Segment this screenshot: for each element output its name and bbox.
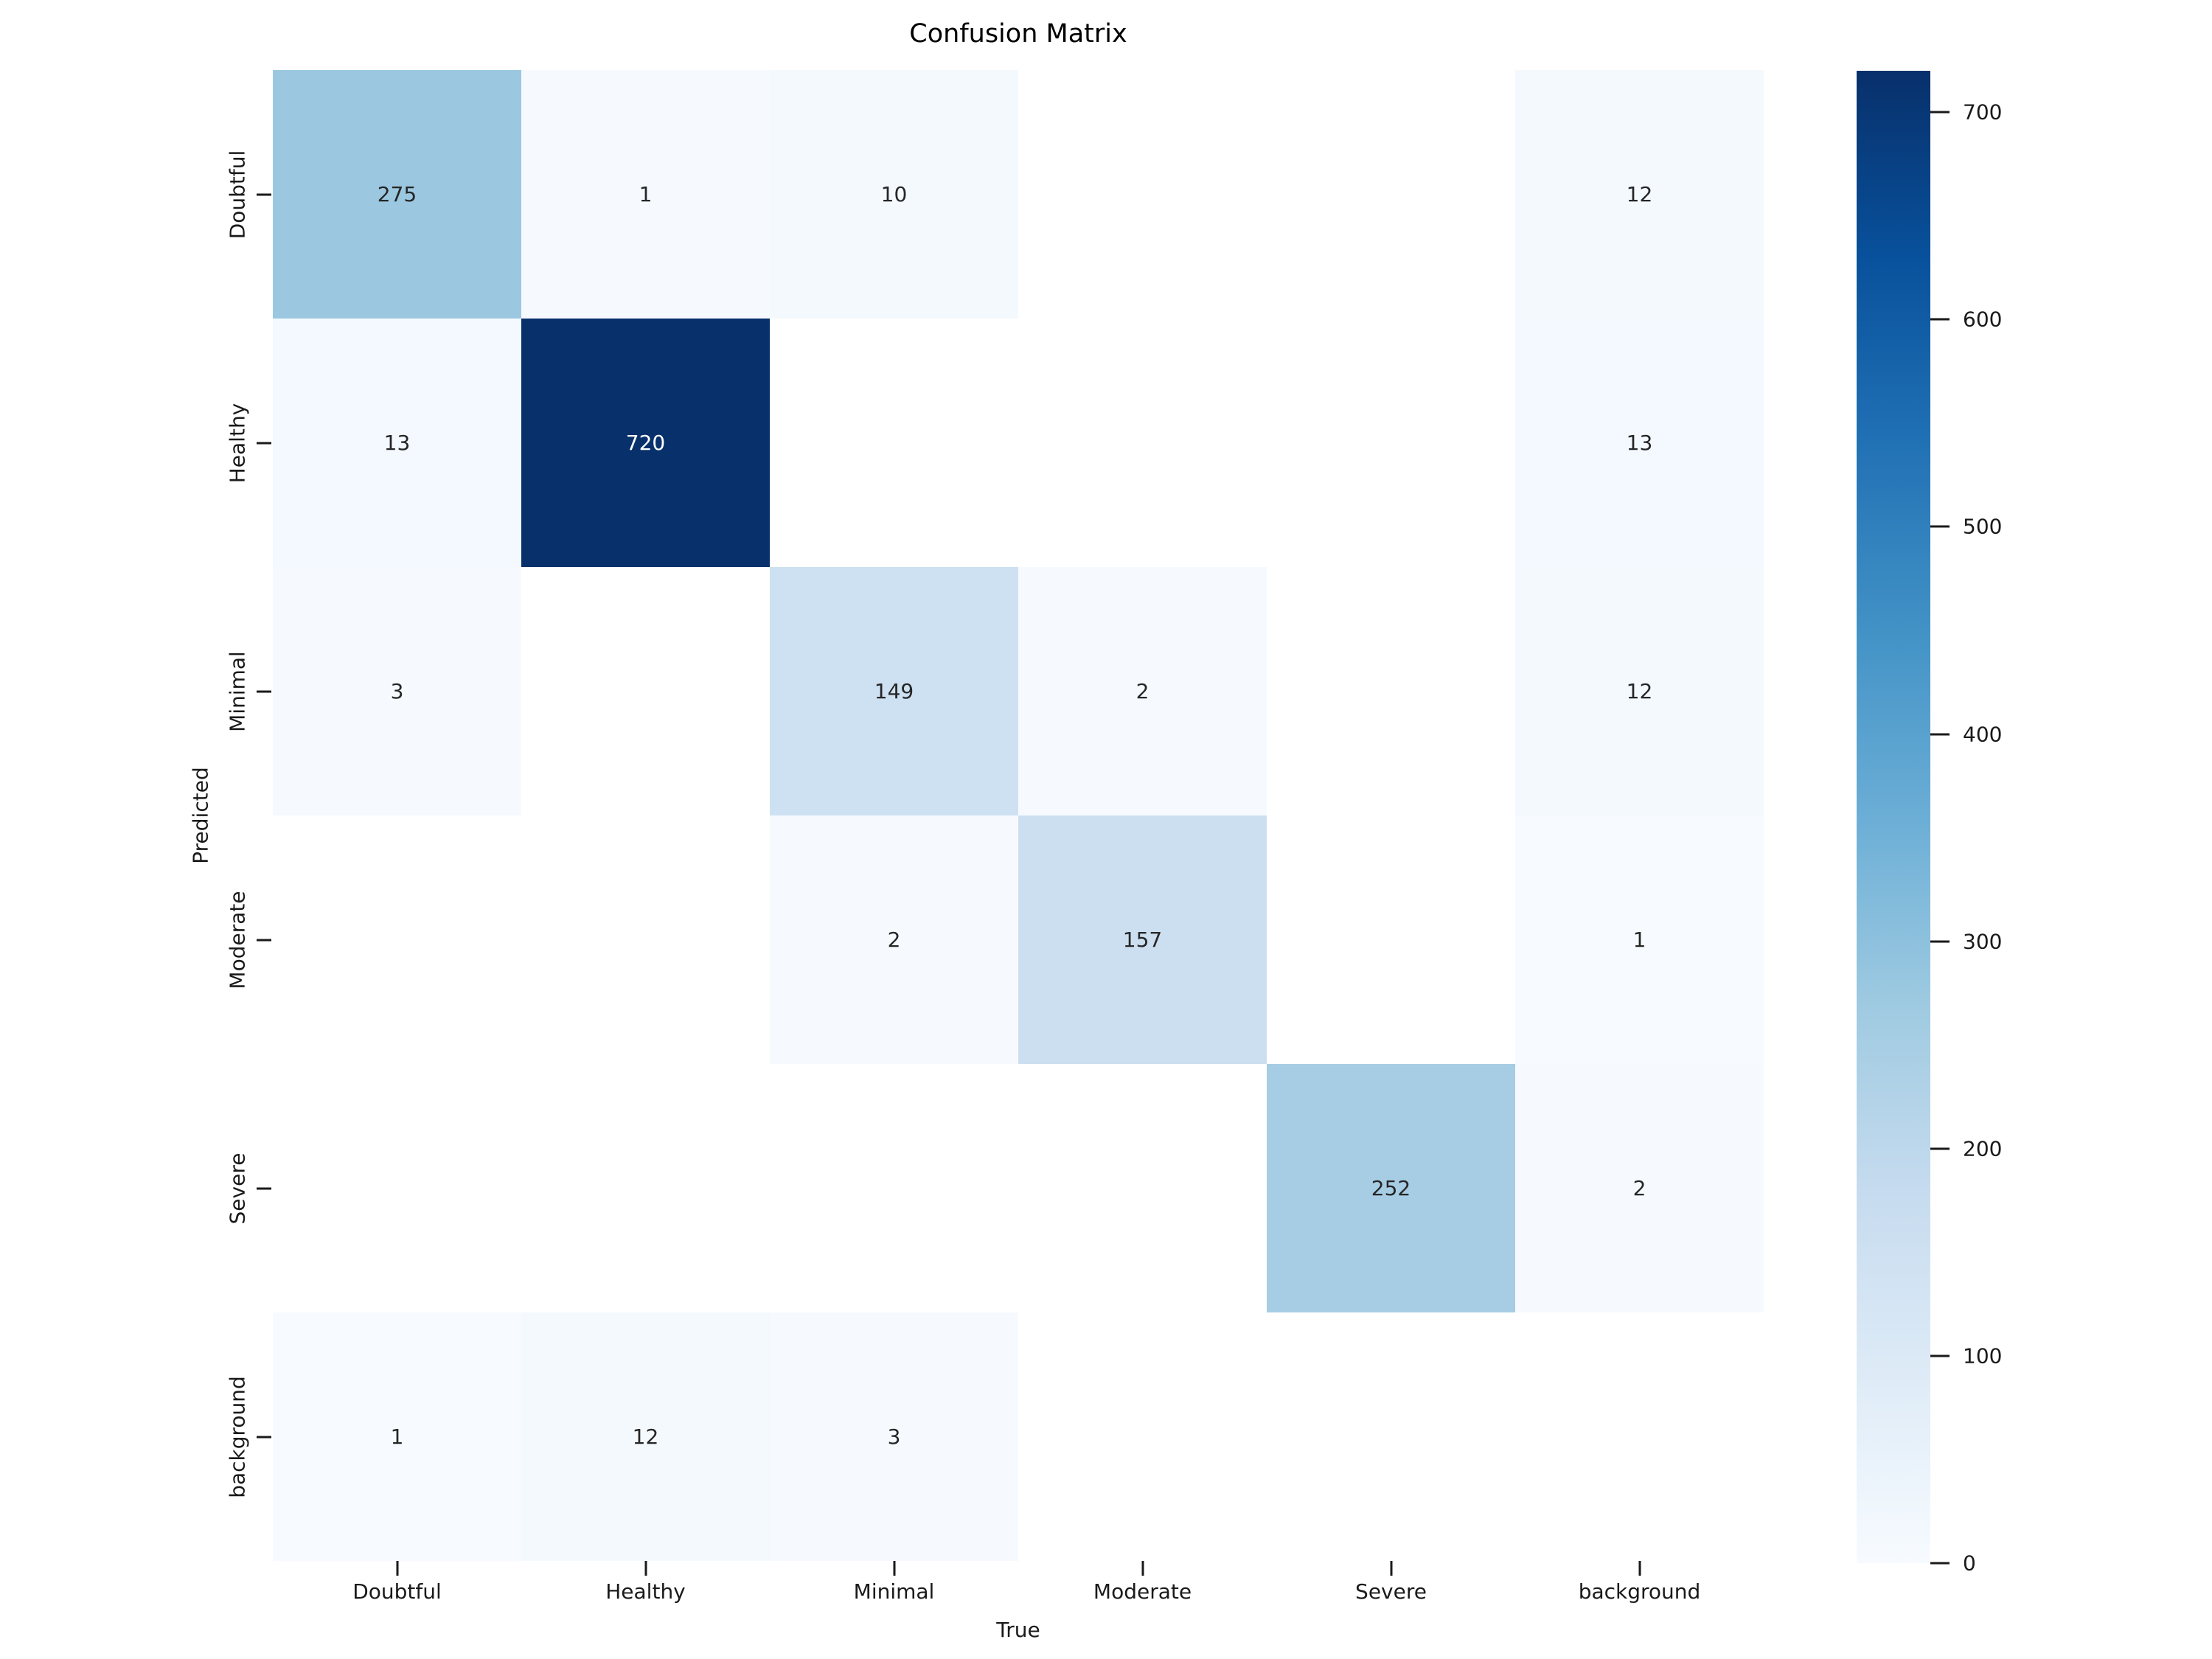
heatmap-cell: 13 xyxy=(1515,319,1764,567)
heatmap-cell xyxy=(1515,1312,1764,1561)
x-axis-tick-label: Healthy xyxy=(605,1579,686,1604)
chart-title: Confusion Matrix xyxy=(909,19,1127,49)
heatmap-cell xyxy=(770,1064,1018,1312)
y-axis-tick-mark xyxy=(257,690,271,692)
x-axis-tick-mark xyxy=(1638,1561,1641,1576)
x-axis-tick-marks xyxy=(273,1561,1764,1577)
heatmap-cell xyxy=(1018,1312,1267,1561)
y-axis-tick-mark xyxy=(257,939,271,941)
heatmap-cell xyxy=(1018,1064,1267,1312)
x-axis-tick-label: Moderate xyxy=(1093,1579,1192,1604)
x-axis-tick-label: background xyxy=(1578,1579,1701,1604)
y-axis-tick-label: Moderate xyxy=(225,890,250,990)
heatmap-cell: 149 xyxy=(770,567,1018,815)
heatmap-cell xyxy=(1018,319,1267,567)
colorbar-tick-mark xyxy=(1930,111,1950,114)
y-axis-tick-mark xyxy=(257,1436,271,1438)
x-axis-tick-mark xyxy=(644,1561,647,1576)
y-axis-tick-label: Healthy xyxy=(225,403,250,483)
x-axis-label: True xyxy=(996,1618,1040,1642)
y-axis-tick-label: Minimal xyxy=(225,650,250,732)
y-axis-label: Predicted xyxy=(188,767,213,864)
heatmap-cell: 13 xyxy=(273,319,521,567)
heatmap-cell: 720 xyxy=(521,319,770,567)
colorbar-tick-mark xyxy=(1930,525,1950,528)
x-axis-tick-mark xyxy=(396,1561,398,1576)
heatmap-cell xyxy=(1267,319,1515,567)
x-axis-tick-label: Doubtful xyxy=(352,1579,442,1604)
y-axis-tick-mark xyxy=(257,442,271,444)
heatmap-cell xyxy=(521,815,770,1064)
heatmap-cell xyxy=(273,815,521,1064)
y-axis-tick-marks xyxy=(257,70,273,1561)
heatmap-cell: 1 xyxy=(521,70,770,319)
heatmap-cell: 12 xyxy=(1515,567,1764,815)
colorbar-tick-label: 500 xyxy=(1963,514,2003,539)
heatmap-cell: 2 xyxy=(1515,1064,1764,1312)
heatmap-cell xyxy=(521,567,770,815)
heatmap-cell xyxy=(1267,567,1515,815)
colorbar-tick-mark xyxy=(1930,1147,1950,1150)
x-axis-tick-label: Minimal xyxy=(853,1579,935,1604)
heatmap-cell: 3 xyxy=(273,567,521,815)
heatmap-cell xyxy=(273,1064,521,1312)
y-axis-tick-mark xyxy=(257,1187,271,1189)
heatmap-cell: 2 xyxy=(770,815,1018,1064)
y-axis-tick-label: background xyxy=(225,1375,250,1498)
x-axis-tick-mark xyxy=(1390,1561,1392,1576)
heatmap-cell: 1 xyxy=(273,1312,521,1561)
colorbar-tick-label: 400 xyxy=(1963,722,2003,747)
colorbar-tick-label: 100 xyxy=(1963,1343,2003,1368)
heatmap-cell xyxy=(1018,70,1267,319)
y-axis-tick-label: Severe xyxy=(225,1152,250,1224)
heatmap-cell xyxy=(1267,1312,1515,1561)
heatmap-grid: 275 1 10 12 13 720 13 3 149 2 12 2 157 1 252 2 1 12 3 xyxy=(273,70,1764,1561)
heatmap-cell: 12 xyxy=(1515,70,1764,319)
heatmap-cell: 1 xyxy=(1515,815,1764,1064)
colorbar-tick-label: 0 xyxy=(1963,1551,1976,1576)
heatmap-cell: 157 xyxy=(1018,815,1267,1064)
heatmap-cell: 3 xyxy=(770,1312,1018,1561)
y-axis-tick-label: Doubtful xyxy=(225,150,250,239)
colorbar-gradient xyxy=(1857,71,1930,1563)
y-axis-tick-mark xyxy=(257,193,271,195)
colorbar-tick-label: 200 xyxy=(1963,1136,2003,1161)
heatmap-cell xyxy=(770,319,1018,567)
heatmap-cell: 2 xyxy=(1018,567,1267,815)
x-axis-tick-label: Severe xyxy=(1355,1579,1427,1604)
colorbar-tick-label: 700 xyxy=(1963,100,2003,125)
x-axis-tick-mark xyxy=(1141,1561,1144,1576)
heatmap-cell: 275 xyxy=(273,70,521,319)
heatmap-cell xyxy=(1267,815,1515,1064)
colorbar-tick-mark xyxy=(1930,318,1950,321)
colorbar-tick-mark xyxy=(1930,1354,1950,1357)
colorbar-tick-label: 600 xyxy=(1963,307,2003,332)
heatmap-cell xyxy=(1267,70,1515,319)
colorbar-tick-label: 300 xyxy=(1963,929,2003,954)
heatmap-cell xyxy=(521,1064,770,1312)
x-axis-tick-mark xyxy=(893,1561,895,1576)
heatmap-cell: 12 xyxy=(521,1312,770,1561)
heatmap-cell: 252 xyxy=(1267,1064,1515,1312)
colorbar-tick-mark xyxy=(1930,733,1950,736)
colorbar-tick-marks xyxy=(1930,71,1951,1565)
colorbar-tick-mark xyxy=(1930,940,1950,943)
heatmap-cell: 10 xyxy=(770,70,1018,319)
colorbar-tick-mark xyxy=(1930,1562,1950,1565)
